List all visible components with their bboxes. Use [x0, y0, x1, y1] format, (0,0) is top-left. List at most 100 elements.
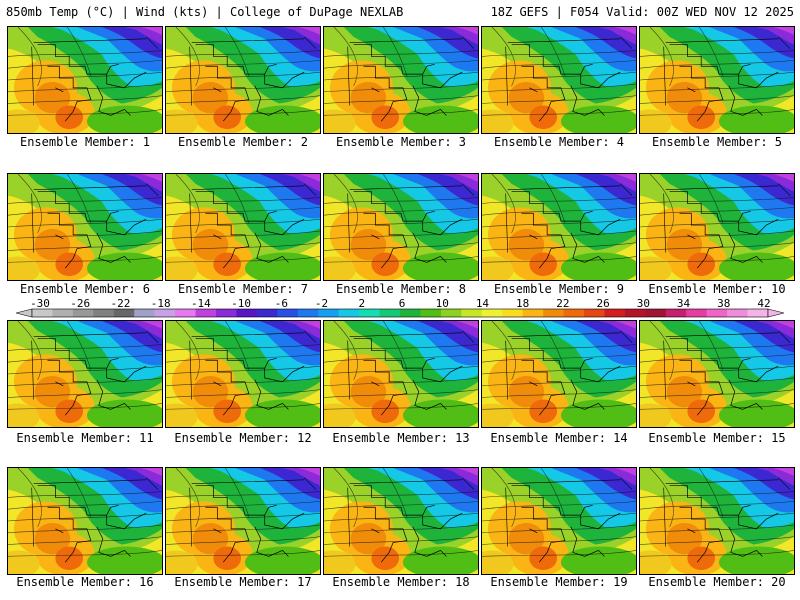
colorbar-tick-label: 14: [475, 297, 490, 310]
colorbar-segment: [297, 309, 319, 317]
ensemble-member-label: Ensemble Member: 4: [493, 135, 625, 149]
temperature-field-map: [640, 321, 794, 427]
ensemble-member-label: Ensemble Member: 10: [648, 282, 786, 296]
colorbar-segment: [134, 309, 155, 317]
colorbar-tick-label: -22: [110, 297, 131, 310]
temperature-field-map: [324, 174, 478, 280]
colorbar-segment: [52, 309, 74, 317]
chart-title: 850mb Temp (°C) | Wind (kts) | College o…: [6, 5, 404, 19]
ensemble-member-map-4: [481, 26, 637, 134]
temperature-field-map: [324, 468, 478, 574]
colorbar-tick-label: -14: [190, 297, 211, 310]
colorbar-segment: [318, 309, 339, 317]
colorbar-tick-label: -30: [30, 297, 50, 310]
temperature-field-map: [8, 174, 162, 280]
colorbar-segment: [379, 309, 401, 317]
colorbar-tick-label: -6: [274, 297, 288, 310]
temperature-field-map: [8, 321, 162, 427]
colorbar-segment: [604, 309, 626, 317]
colorbar-segment: [400, 309, 421, 317]
ensemble-member-label: Ensemble Member: 1: [19, 135, 151, 149]
temperature-field-map: [324, 27, 478, 133]
colorbar-tick-label: 42: [757, 297, 771, 310]
ensemble-member-map-16: [7, 467, 163, 575]
colorbar-segment: [175, 309, 196, 317]
colorbar-segment: [461, 309, 483, 317]
temperature-field-map: [640, 27, 794, 133]
ensemble-member-label: Ensemble Member: 12: [174, 431, 312, 445]
temperature-field-map: [8, 27, 162, 133]
temperature-field-map: [166, 468, 320, 574]
ensemble-member-map-10: [639, 173, 795, 281]
colorbar-segment: [584, 309, 605, 317]
ensemble-member-label: Ensemble Member: 7: [177, 282, 309, 296]
ensemble-member-label: Ensemble Member: 6: [19, 282, 151, 296]
colorbar-segment: [216, 309, 237, 317]
colorbar-segment: [154, 309, 176, 317]
colorbar-segment: [727, 309, 748, 317]
colorbar-max-arrow: [767, 308, 785, 318]
colorbar-segment: [236, 309, 258, 317]
colorbar-segment: [72, 309, 94, 317]
colorbar-tick-label: 22: [556, 297, 570, 310]
colorbar-tick-label: -10: [231, 297, 252, 310]
ensemble-member-label: Ensemble Member: 18: [332, 575, 470, 589]
ensemble-member-map-14: [481, 320, 637, 428]
colorbar-segment: [32, 309, 53, 317]
colorbar-segment: [645, 309, 667, 317]
ensemble-member-map-12: [165, 320, 321, 428]
ensemble-member-label: Ensemble Member: 2: [177, 135, 309, 149]
temperature-field-map: [482, 27, 636, 133]
colorbar-tick-label: -2: [314, 297, 329, 310]
ensemble-member-map-15: [639, 320, 795, 428]
ensemble-member-map-5: [639, 26, 795, 134]
ensemble-member-label: Ensemble Member: 14: [490, 431, 628, 445]
colorbar-segment: [338, 309, 360, 317]
ensemble-member-map-2: [165, 26, 321, 134]
ensemble-member-label: Ensemble Member: 17: [174, 575, 312, 589]
ensemble-member-map-3: [323, 26, 479, 134]
temperature-field-map: [8, 468, 162, 574]
temperature-field-map: [166, 27, 320, 133]
ensemble-member-label: Ensemble Member: 13: [332, 431, 470, 445]
ensemble-member-map-18: [323, 467, 479, 575]
ensemble-member-map-13: [323, 320, 479, 428]
colorbar-segment: [481, 309, 503, 317]
ensemble-member-label: Ensemble Member: 3: [335, 135, 467, 149]
colorbar-tick-label: -26: [70, 297, 91, 310]
ensemble-member-label: Ensemble Member: 8: [335, 282, 467, 296]
ensemble-member-label: Ensemble Member: 15: [648, 431, 786, 445]
colorbar-segment: [420, 309, 442, 317]
temperature-field-map: [640, 174, 794, 280]
colorbar-segment: [256, 309, 278, 317]
colorbar-segment: [440, 309, 462, 317]
colorbar-segment: [563, 309, 585, 317]
colorbar-segment: [359, 309, 380, 317]
temperature-colorbar: [15, 308, 785, 318]
ensemble-member-map-17: [165, 467, 321, 575]
ensemble-member-label: Ensemble Member: 19: [490, 575, 628, 589]
colorbar-segment: [624, 309, 646, 317]
ensemble-member-label: Ensemble Member: 5: [651, 135, 783, 149]
colorbar-segment: [686, 309, 707, 317]
ensemble-member-map-1: [7, 26, 163, 134]
colorbar-tick-label: 18: [516, 297, 530, 310]
ensemble-member-label: Ensemble Member: 9: [493, 282, 625, 296]
ensemble-member-map-7: [165, 173, 321, 281]
colorbar-segment: [502, 309, 523, 317]
colorbar-tick-label: 30: [636, 297, 650, 310]
ensemble-member-map-8: [323, 173, 479, 281]
colorbar-segment: [113, 309, 135, 317]
colorbar-segment: [665, 309, 687, 317]
colorbar-tick-label: 6: [398, 297, 406, 310]
ensemble-member-label: Ensemble Member: 16: [16, 575, 154, 589]
colorbar-segment: [543, 309, 564, 317]
colorbar-tick-label: 26: [596, 297, 610, 310]
ensemble-member-label: Ensemble Member: 11: [16, 431, 154, 445]
temperature-field-map: [482, 174, 636, 280]
colorbar-segment: [706, 309, 728, 317]
ensemble-member-map-19: [481, 467, 637, 575]
ensemble-member-map-6: [7, 173, 163, 281]
temperature-field-map: [166, 321, 320, 427]
colorbar-segment: [195, 309, 217, 317]
